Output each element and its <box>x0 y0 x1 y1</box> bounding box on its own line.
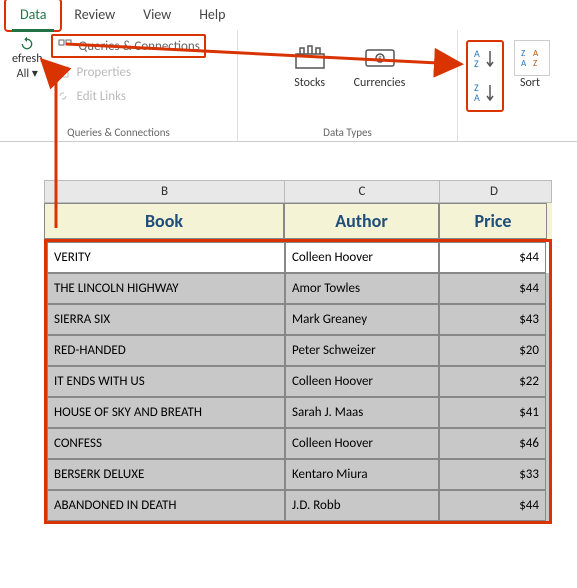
cell-price[interactable]: $44 <box>439 490 546 521</box>
currencies-button[interactable]: $ Currencies <box>354 40 406 90</box>
header-row: Book Author Price <box>44 203 552 239</box>
currencies-label: Currencies <box>354 76 406 90</box>
tab-review[interactable]: Review <box>60 0 129 30</box>
sort-desc-button[interactable]: ZA <box>470 78 500 108</box>
svg-text:$: $ <box>377 54 381 64</box>
col-letter-d[interactable]: D <box>440 181 548 202</box>
col-letter-b[interactable]: B <box>45 181 285 202</box>
svg-text:Z: Z <box>474 57 479 70</box>
ribbon-tabs: Data Review View Help <box>0 0 577 30</box>
cell-price[interactable]: $46 <box>439 428 546 459</box>
svg-text:A: A <box>521 58 527 69</box>
properties-icon <box>55 64 71 80</box>
refresh-all-button[interactable]: efresh All ▾ <box>8 34 47 83</box>
cell-author[interactable]: Colleen Hoover <box>285 428 439 459</box>
cell-author[interactable]: Kentaro Miura <box>285 459 439 490</box>
refresh-label-1: efresh <box>12 52 43 66</box>
edit-links-button: Edit Links <box>51 86 206 106</box>
properties-button: Properties <box>51 62 206 82</box>
cell-author[interactable]: Peter Schweizer <box>285 335 439 366</box>
edit-links-label: Edit Links <box>77 89 126 104</box>
table-row[interactable]: THE LINCOLN HIGHWAYAmor Towles$44 <box>47 273 549 304</box>
stocks-icon <box>290 40 330 76</box>
tab-data[interactable]: Data <box>6 0 60 30</box>
table-row[interactable]: CONFESSColleen Hoover$46 <box>47 428 549 459</box>
cell-price[interactable]: $41 <box>439 397 546 428</box>
svg-text:Z: Z <box>533 58 537 69</box>
table-row[interactable]: HOUSE OF SKY AND BREATHSarah J. Maas$41 <box>47 397 549 428</box>
table-row[interactable]: SIERRA SIXMark Greaney$43 <box>47 304 549 335</box>
cell-price[interactable]: $44 <box>439 242 546 273</box>
header-author[interactable]: Author <box>284 203 439 239</box>
cell-book[interactable]: SIERRA SIX <box>47 304 285 335</box>
table-row[interactable]: IT ENDS WITH USColleen Hoover$22 <box>47 366 549 397</box>
cell-author[interactable]: Amor Towles <box>285 273 439 304</box>
group-label-datatypes: Data Types <box>246 124 449 139</box>
sort-asc-button[interactable]: AZ <box>470 44 500 74</box>
sort-quick-group: AZ ZA <box>466 40 504 112</box>
tab-view[interactable]: View <box>129 0 185 30</box>
queries-label: Queries & Connections <box>79 39 200 54</box>
group-label-qc: Queries & Connections <box>8 124 229 139</box>
column-letters: B C D <box>44 180 552 203</box>
cell-price[interactable]: $20 <box>439 335 546 366</box>
stocks-label: Stocks <box>294 76 325 90</box>
table-row[interactable]: ABANDONED IN DEATHJ.D. Robb$44 <box>47 490 549 521</box>
cell-book[interactable]: HOUSE OF SKY AND BREATH <box>47 397 285 428</box>
table-row[interactable]: VERITYColleen Hoover$44 <box>47 242 549 273</box>
refresh-icon <box>19 36 35 52</box>
svg-text:A: A <box>474 91 480 104</box>
sort-dialog-button[interactable]: ZAAZ Sort <box>510 40 550 90</box>
cell-book[interactable]: ABANDONED IN DEATH <box>47 490 285 521</box>
cell-price[interactable]: $22 <box>439 366 546 397</box>
table-row[interactable]: RED-HANDEDPeter Schweizer$20 <box>47 335 549 366</box>
queries-icon <box>57 38 73 54</box>
cell-book[interactable]: RED-HANDED <box>47 335 285 366</box>
header-book[interactable]: Book <box>44 203 284 239</box>
col-letter-c[interactable]: C <box>285 181 440 202</box>
header-price[interactable]: Price <box>439 203 547 239</box>
cell-author[interactable]: Sarah J. Maas <box>285 397 439 428</box>
cell-author[interactable]: J.D. Robb <box>285 490 439 521</box>
tab-help[interactable]: Help <box>185 0 239 30</box>
cell-price[interactable]: $44 <box>439 273 546 304</box>
queries-connections-button[interactable]: Queries & Connections <box>51 34 206 58</box>
sort-label: Sort <box>520 76 540 90</box>
cell-price[interactable]: $43 <box>439 304 546 335</box>
properties-label: Properties <box>77 65 132 80</box>
cell-book[interactable]: CONFESS <box>47 428 285 459</box>
cell-author[interactable]: Mark Greaney <box>285 304 439 335</box>
links-icon <box>55 88 71 104</box>
stocks-button[interactable]: Stocks <box>290 40 330 90</box>
ribbon-body: efresh All ▾ Queries & Connections Prope… <box>0 30 577 142</box>
currencies-icon: $ <box>360 40 400 76</box>
cell-price[interactable]: $33 <box>439 459 546 490</box>
cell-book[interactable]: IT ENDS WITH US <box>47 366 285 397</box>
table-row[interactable]: BERSERK DELUXEKentaro Miura$33 <box>47 459 549 490</box>
cell-book[interactable]: BERSERK DELUXE <box>47 459 285 490</box>
worksheet: B C D Book Author Price VERITYColleen Ho… <box>44 180 552 524</box>
refresh-label-2: All ▾ <box>17 66 38 81</box>
cell-book[interactable]: THE LINCOLN HIGHWAY <box>47 273 285 304</box>
data-selection: VERITYColleen Hoover$44THE LINCOLN HIGHW… <box>44 239 552 524</box>
cell-book[interactable]: VERITY <box>47 242 285 273</box>
cell-author[interactable]: Colleen Hoover <box>285 366 439 397</box>
cell-author[interactable]: Colleen Hoover <box>285 242 439 273</box>
